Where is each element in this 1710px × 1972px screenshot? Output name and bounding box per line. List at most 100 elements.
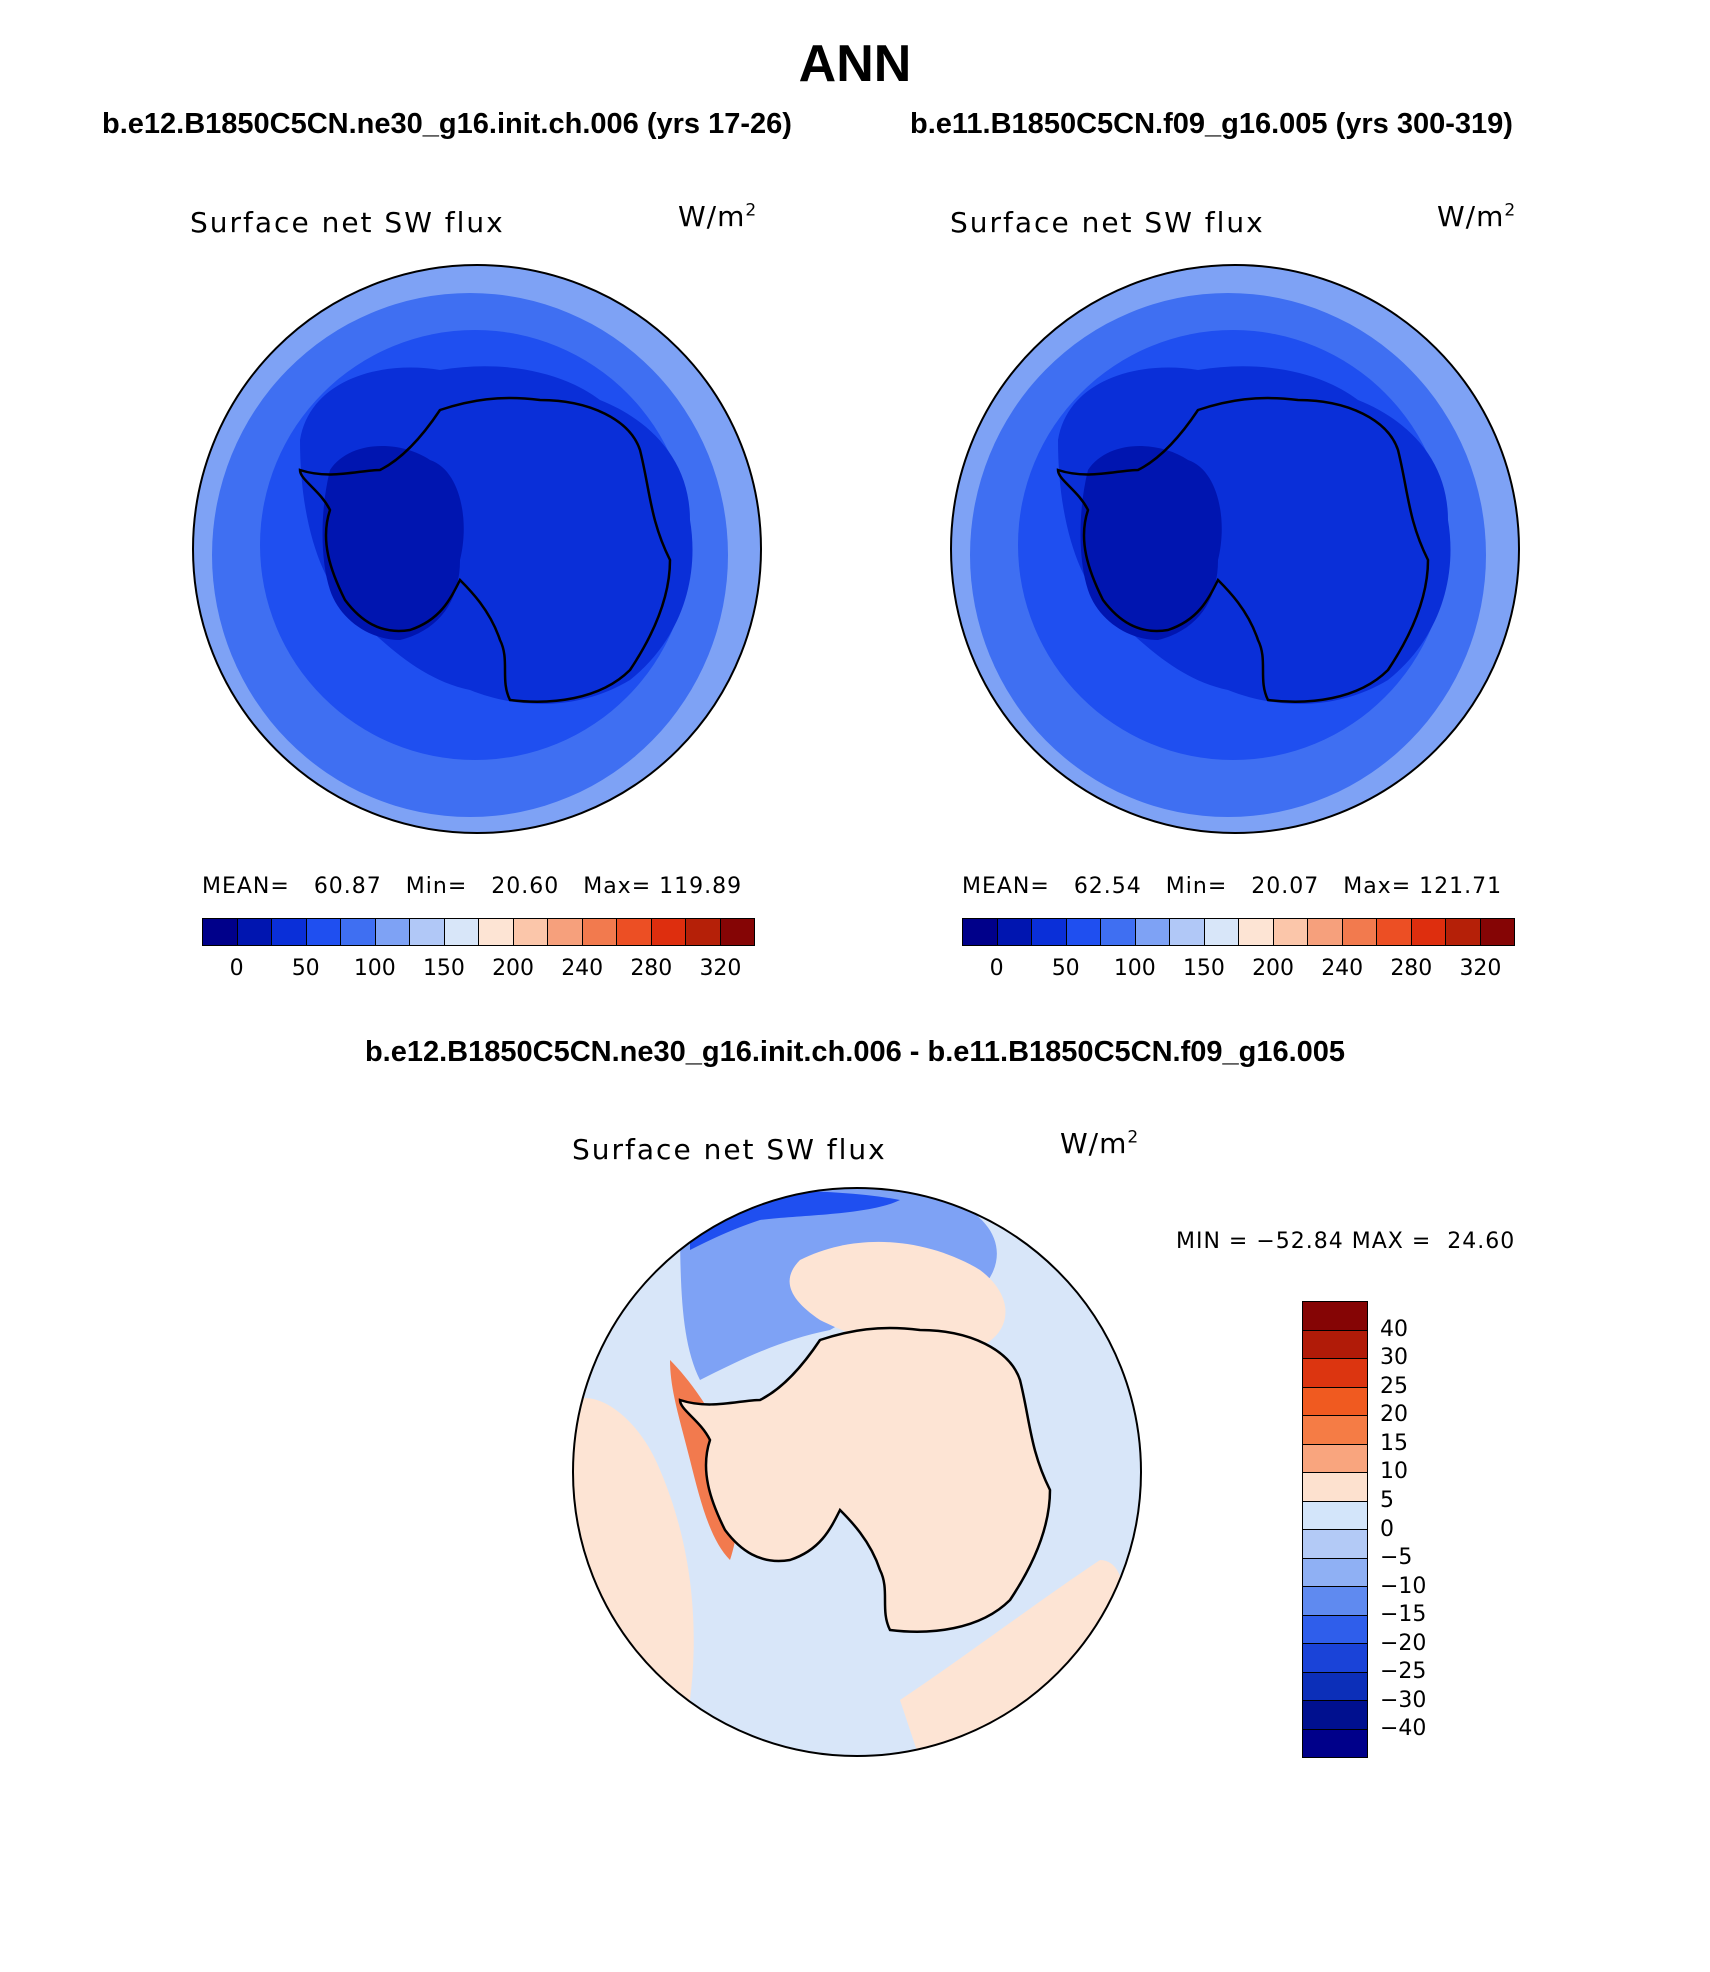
colorbar-tick-label: 20: [1380, 1402, 1408, 1428]
panel-2-mean-label: MEAN=: [962, 874, 1050, 899]
diff-variable: Surface net SW flux: [572, 1133, 887, 1166]
colorbar-swatch: [963, 919, 998, 945]
colorbar-swatch: [1446, 919, 1481, 945]
colorbar-swatch: [1303, 1701, 1367, 1730]
colorbar-swatch: [1303, 1558, 1367, 1587]
colorbar-swatch: [1303, 1615, 1367, 1644]
colorbar-swatch: [997, 919, 1032, 945]
colorbar-swatch: [1239, 919, 1274, 945]
map-3-pos-patch-3: [900, 1560, 1124, 1756]
colorbar-tick-label: 240: [1321, 956, 1364, 981]
panel-1-min-label: Min=: [405, 874, 468, 899]
colorbar-swatch: [1135, 919, 1170, 945]
panel-1-units: W/m2: [678, 200, 758, 233]
panel-1-variable: Surface net SW flux: [190, 206, 505, 239]
panel-1-colorbar-ticks: 0 50 100 150 200 240 280 320: [202, 956, 755, 986]
colorbar-swatch: [1303, 1672, 1367, 1701]
colorbar-swatch: [1204, 919, 1239, 945]
panel-1-mean-label: MEAN=: [202, 874, 290, 899]
panel-2-colorbar-ticks: 0 50 100 150 200 240 280 320: [962, 956, 1515, 986]
colorbar-swatch: [1303, 1729, 1367, 1757]
panel-2-colorbar: [962, 918, 1515, 946]
colorbar-tick-label: −20: [1380, 1630, 1427, 1656]
colorbar-swatch: [1303, 1501, 1367, 1530]
map-1-coastline: [298, 396, 672, 703]
colorbar-swatch: [1342, 919, 1377, 945]
colorbar-swatch: [1303, 1387, 1367, 1416]
colorbar-tick-label: 240: [561, 956, 604, 981]
panel-1-max-label: Max=: [583, 874, 652, 899]
colorbar-swatch: [1101, 919, 1136, 945]
panel-2-stats: MEAN= 62.54 Min= 20.07 Max= 121.71: [962, 874, 1502, 899]
panel-1-mean: 60.87: [313, 874, 382, 899]
panel-2-max: 121.71: [1419, 874, 1503, 899]
panel-2-units: W/m2: [1437, 200, 1517, 233]
figure-title: ANN: [798, 35, 912, 93]
colorbar-tick-label: 280: [1390, 956, 1433, 981]
case-title-left: b.e12.B1850C5CN.ne30_g16.init.ch.006 (yr…: [102, 108, 792, 140]
case-title-right: b.e11.B1850C5CN.f09_g16.005 (yrs 300-319…: [910, 108, 1513, 140]
colorbar-tick-label: 0: [989, 956, 1004, 981]
diff-units: W/m2: [1060, 1127, 1140, 1160]
colorbar-tick-label: 150: [422, 956, 465, 981]
colorbar-tick-label: −15: [1380, 1602, 1427, 1628]
map-2-core: [1080, 446, 1222, 640]
map-3-continent-fill: [680, 1328, 1050, 1632]
panel-1-stats: MEAN= 60.87 Min= 20.60 Max= 119.89: [202, 874, 742, 899]
colorbar-swatch: [720, 919, 754, 945]
panel-1-max: 119.89: [659, 874, 743, 899]
colorbar-swatch: [341, 919, 376, 945]
diff-colorbar: [1302, 1301, 1368, 1758]
colorbar-swatch: [237, 919, 272, 945]
colorbar-swatch: [1377, 919, 1412, 945]
colorbar-swatch: [1303, 1359, 1367, 1388]
colorbar-swatch: [375, 919, 410, 945]
colorbar-swatch: [1303, 1416, 1367, 1445]
colorbar-swatch: [410, 919, 445, 945]
panel-1-colorbar: [202, 918, 755, 946]
colorbar-tick-label: 50: [291, 956, 320, 981]
colorbar-swatch: [1303, 1530, 1367, 1559]
colorbar-swatch: [686, 919, 721, 945]
colorbar-tick-label: 150: [1182, 956, 1225, 981]
colorbar-swatch: [548, 919, 583, 945]
colorbar-swatch: [1273, 919, 1308, 945]
panel-2-min: 20.07: [1251, 874, 1320, 899]
panel-2-mean: 62.54: [1073, 874, 1142, 899]
colorbar-swatch: [1066, 919, 1101, 945]
colorbar-swatch: [1303, 1444, 1367, 1473]
colorbar-tick-label: 320: [699, 956, 742, 981]
colorbar-swatch: [203, 919, 238, 945]
colorbar-swatch: [513, 919, 548, 945]
panel-2-min-label: Min=: [1165, 874, 1228, 899]
colorbar-tick-label: −30: [1380, 1687, 1427, 1713]
map-3-pos-patch-2: [573, 1398, 694, 1700]
colorbar-tick-label: 280: [630, 956, 673, 981]
diff-colorbar-ticks: 40 30 25 20 15 10 5 0 −5 −10 −15 −20 −25 −30 −40: [1380, 1301, 1500, 1758]
colorbar-tick-label: 320: [1459, 956, 1502, 981]
colorbar-tick-label: 100: [1113, 956, 1156, 981]
colorbar-swatch: [1303, 1302, 1367, 1331]
map-2-coastline: [1056, 396, 1430, 703]
colorbar-tick-label: 200: [492, 956, 535, 981]
colorbar-swatch: [1480, 919, 1514, 945]
diff-minmax: MIN = −52.84 MAX = 24.60: [1176, 1229, 1516, 1254]
colorbar-swatch: [582, 919, 617, 945]
colorbar-swatch: [1303, 1330, 1367, 1359]
colorbar-tick-label: 200: [1252, 956, 1295, 981]
panel-1-min: 20.60: [491, 874, 560, 899]
colorbar-swatch: [1411, 919, 1446, 945]
colorbar-swatch: [1308, 919, 1343, 945]
colorbar-tick-label: −10: [1380, 1573, 1427, 1599]
colorbar-tick-label: 25: [1380, 1373, 1408, 1399]
colorbar-tick-label: 30: [1380, 1345, 1408, 1371]
diff-title: b.e12.B1850C5CN.ne30_g16.init.ch.006 - b…: [364, 1036, 1346, 1068]
colorbar-tick-label: −40: [1380, 1716, 1427, 1742]
colorbar-swatch: [1032, 919, 1067, 945]
colorbar-swatch: [651, 919, 686, 945]
colorbar-swatch: [1170, 919, 1205, 945]
colorbar-swatch: [1303, 1644, 1367, 1673]
colorbar-tick-label: 0: [1380, 1516, 1394, 1542]
colorbar-swatch: [1303, 1587, 1367, 1616]
